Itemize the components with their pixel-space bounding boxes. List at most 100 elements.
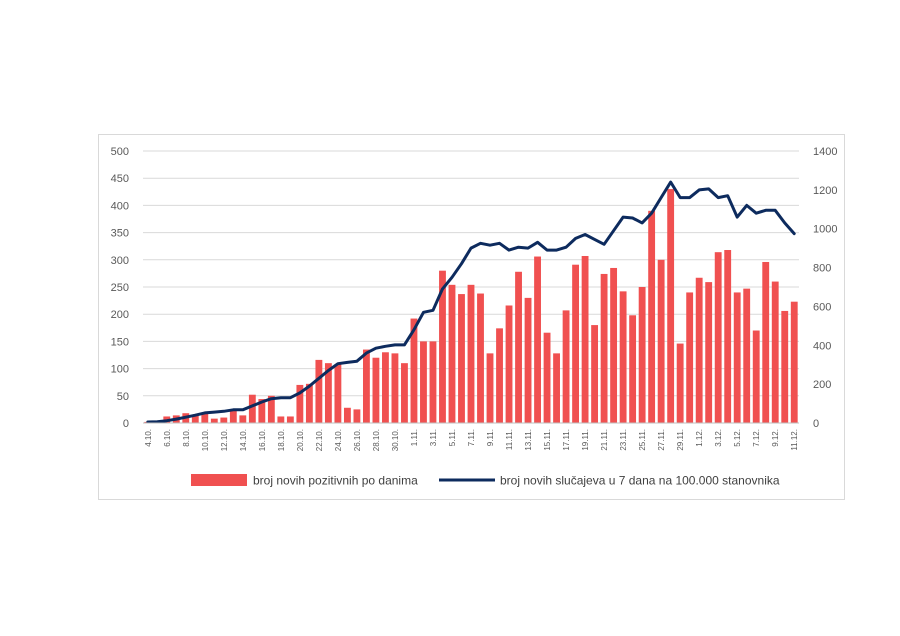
bar bbox=[505, 305, 513, 423]
bar bbox=[286, 416, 294, 423]
bar bbox=[752, 330, 760, 423]
bar bbox=[353, 409, 361, 423]
right-y-tick-label: 400 bbox=[813, 340, 831, 352]
bar bbox=[401, 363, 408, 423]
bar bbox=[267, 395, 275, 423]
bar bbox=[676, 343, 684, 423]
bar bbox=[572, 264, 580, 423]
bar bbox=[781, 310, 789, 423]
bar bbox=[201, 413, 209, 423]
left-y-tick-label: 500 bbox=[111, 146, 129, 158]
x-tick-label: 30.10. bbox=[391, 429, 400, 451]
legend-bar-label: broj novih pozitivnih po danima bbox=[253, 474, 418, 488]
x-tick-label: 3.12. bbox=[714, 429, 723, 447]
x-tick-label: 4.10. bbox=[144, 429, 153, 447]
bar bbox=[258, 399, 266, 423]
x-tick-label: 9.11. bbox=[486, 429, 495, 446]
bar bbox=[277, 416, 285, 423]
bar bbox=[429, 341, 437, 423]
bar bbox=[790, 301, 798, 423]
right-y-tick-label: 200 bbox=[813, 379, 831, 391]
bar bbox=[496, 328, 503, 423]
bar bbox=[315, 359, 323, 423]
bar bbox=[534, 256, 541, 423]
right-y-tick-label: 0 bbox=[813, 418, 819, 430]
bar bbox=[638, 287, 646, 423]
bar bbox=[362, 349, 370, 423]
left-y-tick-label: 450 bbox=[111, 173, 129, 185]
bar bbox=[562, 310, 570, 423]
bar bbox=[724, 250, 732, 423]
bar bbox=[553, 353, 560, 423]
left-y-tick-label: 300 bbox=[111, 255, 129, 267]
bar bbox=[714, 252, 722, 423]
x-tick-label: 1.12. bbox=[695, 429, 704, 447]
bar bbox=[239, 415, 247, 423]
bar bbox=[733, 292, 741, 423]
legend-bar-swatch bbox=[191, 474, 247, 486]
bar bbox=[296, 384, 304, 423]
bar bbox=[515, 271, 522, 423]
left-y-tick-label: 50 bbox=[117, 391, 129, 403]
bar bbox=[372, 357, 380, 423]
bar bbox=[191, 415, 199, 423]
bar bbox=[543, 332, 551, 423]
bar bbox=[771, 281, 779, 423]
legend-line-label: broj novih slučajeva u 7 dana na 100.000… bbox=[500, 474, 780, 488]
x-tick-label: 27.11. bbox=[657, 429, 666, 451]
bar-series bbox=[144, 189, 798, 423]
bar bbox=[648, 210, 656, 423]
x-tick-label: 10.10. bbox=[201, 429, 210, 451]
bar bbox=[667, 189, 675, 423]
bar bbox=[705, 282, 713, 423]
x-tick-label: 11.11. bbox=[505, 429, 514, 450]
x-tick-label: 15.11. bbox=[543, 429, 552, 451]
x-tick-label: 8.10. bbox=[182, 429, 191, 447]
x-tick-label: 17.11. bbox=[562, 429, 571, 451]
right-y-tick-label: 1200 bbox=[813, 185, 837, 197]
x-tick-label: 3.11. bbox=[429, 429, 438, 446]
right-y-axis: 0 200 400 600 800 1000 1200 1400 bbox=[813, 146, 837, 430]
bar bbox=[439, 270, 446, 423]
bar bbox=[220, 417, 228, 423]
bar bbox=[229, 409, 237, 423]
x-tick-label: 23.11. bbox=[619, 429, 628, 451]
bar bbox=[448, 284, 456, 423]
legend: broj novih pozitivnih po danima broj nov… bbox=[191, 474, 780, 488]
x-tick-label: 9.12. bbox=[771, 429, 780, 447]
x-tick-label: 19.11. bbox=[581, 429, 590, 451]
bar bbox=[324, 363, 332, 423]
x-tick-label: 20.10. bbox=[296, 429, 305, 451]
bar bbox=[762, 261, 770, 423]
x-tick-label: 1.11. bbox=[410, 429, 419, 446]
x-tick-label: 7.11. bbox=[467, 429, 476, 446]
left-y-tick-label: 250 bbox=[111, 282, 129, 294]
x-tick-label: 25.11. bbox=[638, 429, 647, 451]
bar bbox=[686, 292, 694, 423]
bar bbox=[610, 267, 618, 423]
chart-container: 0 50 100 150 200 250 300 350 400 450 500 0 200 400 60… bbox=[98, 134, 845, 500]
bar bbox=[391, 353, 399, 423]
bar bbox=[629, 315, 637, 423]
right-y-tick-label: 1000 bbox=[813, 224, 837, 236]
bar bbox=[458, 294, 465, 423]
line-series bbox=[146, 180, 796, 424]
bar bbox=[486, 353, 494, 423]
bar bbox=[210, 418, 218, 423]
x-tick-label: 18.10. bbox=[277, 429, 286, 451]
bar bbox=[410, 318, 418, 423]
left-y-tick-label: 150 bbox=[111, 336, 129, 348]
left-y-tick-label: 100 bbox=[111, 364, 129, 376]
line-series-path bbox=[146, 180, 796, 424]
bar bbox=[619, 291, 627, 423]
left-y-axis: 0 50 100 150 200 250 300 350 400 450 500 bbox=[111, 146, 129, 430]
x-tick-label: 5.12. bbox=[733, 429, 742, 447]
bar bbox=[695, 277, 703, 423]
bar bbox=[657, 259, 665, 423]
left-y-tick-label: 350 bbox=[111, 228, 129, 240]
left-y-tick-label: 400 bbox=[111, 200, 129, 212]
bar bbox=[743, 288, 751, 423]
left-y-tick-label: 0 bbox=[123, 418, 129, 430]
bar bbox=[467, 284, 475, 423]
bar bbox=[334, 364, 342, 423]
